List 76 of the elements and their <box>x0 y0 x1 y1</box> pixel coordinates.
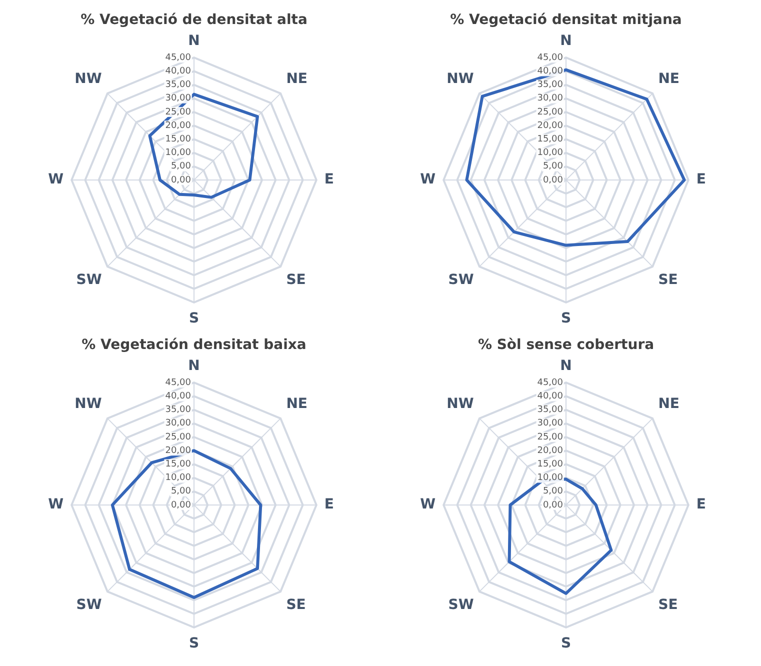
spoke-label: S <box>560 310 572 326</box>
y-tick-label: 30,00 <box>537 418 564 429</box>
spoke-label: E <box>696 172 706 188</box>
y-tick-label: 15,00 <box>165 460 192 470</box>
spoke-label: N <box>560 32 572 49</box>
y-tick-label: 25,00 <box>537 432 564 442</box>
y-tick-label: 20,00 <box>537 446 564 456</box>
y-tick-label: 40,00 <box>165 392 192 402</box>
spoke-label: S <box>188 635 200 652</box>
y-tick-label: 35,00 <box>165 80 192 90</box>
y-tick-label: 0,00 <box>542 500 564 510</box>
spoke-label: E <box>696 496 706 513</box>
y-tick-label: 40,00 <box>165 66 192 77</box>
spoke-label: SW <box>76 597 102 614</box>
spoke-label: SE <box>286 272 306 288</box>
y-tick-label: 0,00 <box>170 175 192 186</box>
spoke-label: SE <box>286 597 306 614</box>
y-tick-label: 25,00 <box>165 432 192 442</box>
chart-title: % Vegetació densitat mitjana <box>450 12 682 28</box>
spoke-label: W <box>48 496 64 513</box>
y-tick-label: 20,00 <box>537 120 564 131</box>
spoke-label: S <box>560 635 572 652</box>
y-tick-label: 45,00 <box>165 378 192 388</box>
spoke-label: SW <box>448 597 474 614</box>
y-tick-label: 45,00 <box>537 52 564 63</box>
y-tick-label: 5,00 <box>170 162 192 172</box>
spoke-label: NE <box>286 396 308 412</box>
spoke-label: NW <box>74 396 102 412</box>
chart-title: % Vegetació de densitat alta <box>80 12 308 28</box>
spoke-label: SE <box>658 597 678 614</box>
y-tick-label: 10,00 <box>537 148 564 158</box>
spoke-label: SW <box>448 272 474 288</box>
spoke-label: SE <box>658 272 678 288</box>
y-tick-label: 40,00 <box>537 392 564 402</box>
y-tick-label: 35,00 <box>537 80 564 90</box>
y-tick-label: 15,00 <box>537 134 564 145</box>
spoke-label: S <box>188 310 200 326</box>
y-tick-label: 35,00 <box>165 405 192 416</box>
spoke-label: N <box>560 358 572 374</box>
spoke-label: NE <box>658 71 680 88</box>
y-tick-label: 25,00 <box>537 107 564 118</box>
y-tick-label: 5,00 <box>542 486 564 497</box>
y-tick-label: 10,00 <box>537 473 564 484</box>
spoke-label: NW <box>74 71 102 88</box>
spoke-label: NW <box>446 396 474 412</box>
y-tick-label: 20,00 <box>165 446 192 456</box>
y-tick-label: 40,00 <box>537 66 564 77</box>
spoke-label: SW <box>76 272 102 288</box>
y-tick-label: 10,00 <box>165 148 192 158</box>
y-tick-label: 20,00 <box>165 120 192 131</box>
y-tick-label: 10,00 <box>165 473 192 484</box>
spoke-label: W <box>420 496 436 513</box>
chart-title: % Sòl sense cobertura <box>478 337 654 354</box>
y-tick-label: 45,00 <box>537 378 564 388</box>
y-tick-label: 0,00 <box>170 500 192 510</box>
y-tick-label: 30,00 <box>537 94 564 104</box>
y-tick-label: 45,00 <box>165 52 192 63</box>
spoke-label: W <box>48 172 64 188</box>
spoke-label: NW <box>446 71 474 88</box>
spoke-label: N <box>188 32 200 49</box>
y-tick-label: 15,00 <box>165 134 192 145</box>
y-tick-label: 35,00 <box>537 405 564 416</box>
spoke-label: E <box>324 172 334 188</box>
spoke-label: NE <box>658 396 680 412</box>
spoke-label: NE <box>286 71 308 88</box>
y-tick-label: 0,00 <box>542 175 564 186</box>
y-tick-label: 5,00 <box>542 162 564 172</box>
y-tick-label: 15,00 <box>537 460 564 470</box>
y-tick-label: 30,00 <box>165 94 192 104</box>
y-tick-label: 30,00 <box>165 418 192 429</box>
y-tick-label: 5,00 <box>170 486 192 497</box>
chart-title: % Vegetación densitat baixa <box>82 337 306 354</box>
y-tick-label: 25,00 <box>165 107 192 118</box>
spoke-label: W <box>420 172 436 188</box>
spoke-label: E <box>324 496 334 513</box>
spoke-label: N <box>188 358 200 374</box>
